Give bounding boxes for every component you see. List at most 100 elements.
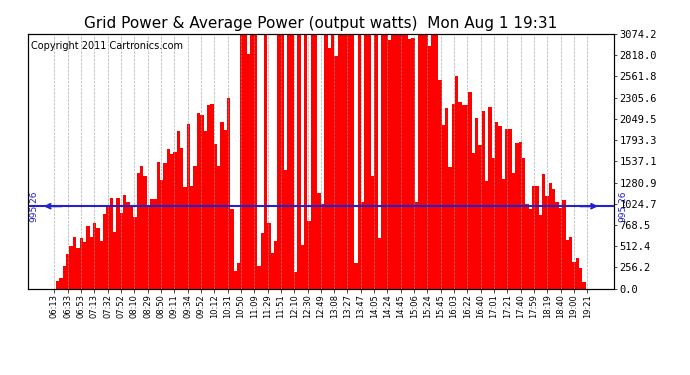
Bar xyxy=(438,80,442,289)
Bar xyxy=(485,181,489,289)
Bar xyxy=(575,258,579,289)
Bar xyxy=(86,226,90,289)
Bar xyxy=(197,112,200,289)
Bar xyxy=(402,34,404,289)
Bar xyxy=(361,202,364,289)
Bar xyxy=(465,105,469,289)
Bar xyxy=(190,186,193,289)
Bar xyxy=(357,34,361,289)
Bar xyxy=(281,34,284,289)
Bar xyxy=(375,34,378,289)
Bar xyxy=(371,176,375,289)
Bar xyxy=(391,34,395,289)
Bar xyxy=(177,131,180,289)
Bar xyxy=(137,172,140,289)
Bar xyxy=(144,176,146,289)
Bar xyxy=(334,57,337,289)
Bar xyxy=(120,213,123,289)
Bar xyxy=(368,34,371,289)
Bar xyxy=(146,207,150,289)
Bar xyxy=(472,153,475,289)
Bar xyxy=(274,241,277,289)
Bar xyxy=(261,233,264,289)
Bar xyxy=(167,149,170,289)
Bar xyxy=(160,180,164,289)
Bar xyxy=(270,254,274,289)
Bar xyxy=(310,34,314,289)
Bar xyxy=(237,263,240,289)
Bar xyxy=(83,242,86,289)
Bar xyxy=(217,165,220,289)
Bar xyxy=(106,207,110,289)
Bar xyxy=(97,228,99,289)
Bar xyxy=(418,34,422,289)
Bar xyxy=(378,238,381,289)
Bar xyxy=(529,209,532,289)
Bar xyxy=(301,245,304,289)
Bar xyxy=(348,34,351,289)
Bar xyxy=(247,54,250,289)
Bar xyxy=(555,202,559,289)
Bar xyxy=(462,105,465,289)
Bar xyxy=(552,189,555,289)
Bar xyxy=(314,34,317,289)
Bar xyxy=(66,254,70,289)
Bar xyxy=(227,98,230,289)
Bar xyxy=(579,268,582,289)
Bar xyxy=(492,158,495,289)
Bar xyxy=(455,76,458,289)
Bar xyxy=(549,183,552,289)
Bar xyxy=(153,199,157,289)
Bar xyxy=(284,170,287,289)
Bar xyxy=(512,173,515,289)
Bar xyxy=(133,217,137,289)
Bar xyxy=(184,187,187,289)
Bar xyxy=(415,202,418,289)
Bar xyxy=(344,34,348,289)
Bar xyxy=(294,272,297,289)
Bar xyxy=(187,124,190,289)
Bar xyxy=(451,104,455,289)
Bar xyxy=(535,186,539,289)
Bar xyxy=(304,34,308,289)
Bar xyxy=(384,34,388,289)
Bar xyxy=(140,166,144,289)
Bar xyxy=(355,263,357,289)
Bar xyxy=(428,46,431,289)
Bar xyxy=(522,158,525,289)
Bar xyxy=(308,220,310,289)
Bar xyxy=(317,193,321,289)
Bar xyxy=(277,34,281,289)
Bar xyxy=(381,34,384,289)
Bar xyxy=(559,208,562,289)
Text: 995.26: 995.26 xyxy=(619,190,628,222)
Bar xyxy=(408,39,411,289)
Bar xyxy=(59,279,63,289)
Bar xyxy=(321,204,324,289)
Bar xyxy=(63,266,66,289)
Bar xyxy=(240,34,244,289)
Bar xyxy=(431,34,435,289)
Bar xyxy=(110,198,113,289)
Bar xyxy=(267,224,270,289)
Bar xyxy=(123,195,126,289)
Bar xyxy=(257,266,261,289)
Bar xyxy=(207,105,210,289)
Bar xyxy=(566,240,569,289)
Text: 995.26: 995.26 xyxy=(30,190,39,222)
Bar xyxy=(337,34,341,289)
Bar xyxy=(341,34,344,289)
Bar xyxy=(328,48,331,289)
Bar xyxy=(130,205,133,289)
Bar xyxy=(509,129,512,289)
Bar xyxy=(489,107,492,289)
Bar xyxy=(180,148,184,289)
Bar xyxy=(214,144,217,289)
Bar xyxy=(234,271,237,289)
Bar xyxy=(435,34,438,289)
Bar xyxy=(264,34,267,289)
Bar xyxy=(244,34,247,289)
Bar xyxy=(502,179,505,289)
Bar xyxy=(498,126,502,289)
Bar xyxy=(398,34,402,289)
